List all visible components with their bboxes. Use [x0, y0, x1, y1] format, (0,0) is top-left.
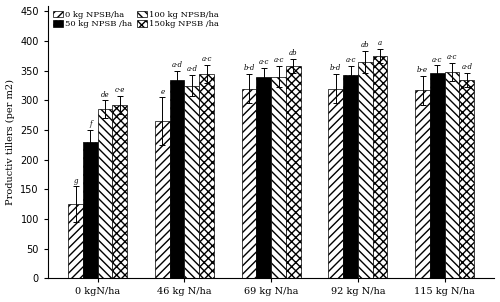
Bar — [98, 109, 112, 278]
Bar — [343, 75, 358, 278]
Bar — [199, 74, 214, 278]
Text: a-d: a-d — [462, 63, 472, 71]
Bar — [328, 88, 343, 278]
Text: a-c: a-c — [258, 58, 269, 66]
Text: g: g — [74, 177, 78, 185]
Bar — [460, 80, 474, 278]
Text: a-c: a-c — [432, 56, 442, 64]
Text: c-e: c-e — [114, 86, 125, 94]
Bar — [184, 86, 199, 278]
Text: a-c: a-c — [202, 55, 211, 63]
Text: a-d: a-d — [172, 61, 182, 69]
Text: a-d: a-d — [186, 65, 198, 73]
Bar — [256, 77, 271, 278]
Text: f: f — [89, 120, 92, 128]
Bar — [415, 90, 430, 278]
Bar — [83, 142, 98, 278]
Text: de: de — [100, 91, 110, 99]
Bar — [430, 72, 444, 278]
Bar — [68, 204, 83, 278]
Bar — [112, 104, 127, 278]
Bar — [242, 88, 256, 278]
Y-axis label: Productiv tillers (per m2): Productiv tillers (per m2) — [6, 79, 15, 205]
Bar — [286, 66, 300, 278]
Bar — [444, 72, 460, 278]
Text: a-c: a-c — [447, 53, 457, 61]
Bar — [358, 62, 372, 278]
Text: a: a — [378, 39, 382, 47]
Legend: 0 kg NPSB/ha, 50 kg NPSB /ha, 100 kg NPSB/ha, 150kg NPSB /ha: 0 kg NPSB/ha, 50 kg NPSB /ha, 100 kg NPS… — [52, 10, 220, 29]
Bar — [155, 121, 170, 278]
Text: b-e: b-e — [417, 66, 428, 74]
Text: e: e — [160, 88, 164, 96]
Bar — [170, 80, 184, 278]
Bar — [271, 77, 286, 278]
Text: ab: ab — [289, 49, 298, 57]
Text: ab: ab — [361, 41, 370, 50]
Bar — [372, 56, 388, 278]
Text: a-c: a-c — [346, 56, 356, 64]
Text: b-d: b-d — [330, 64, 342, 72]
Text: a-c: a-c — [274, 56, 283, 64]
Text: b-d: b-d — [244, 64, 254, 72]
